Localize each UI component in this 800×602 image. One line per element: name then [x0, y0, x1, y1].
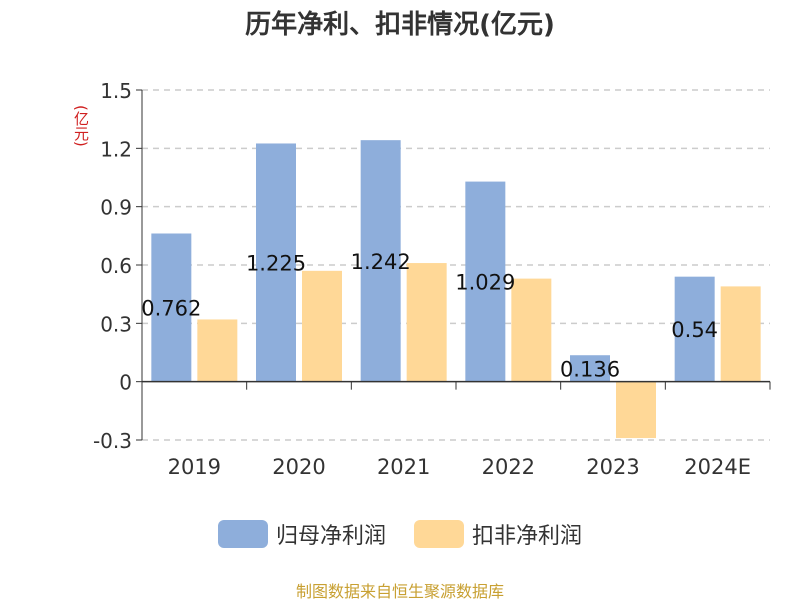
legend-item-series-2[interactable]: 扣非净利润 [414, 518, 582, 550]
bar-2-2020 [302, 270, 342, 382]
y-tick-label: 0.6 [100, 254, 132, 278]
data-label: 0.136 [560, 357, 620, 381]
legend-label-series-1: 归母净利润 [275, 524, 386, 549]
bar-1-2023 [570, 355, 610, 382]
y-tick-label: 1.2 [100, 137, 132, 161]
legend: 归母净利润 扣非净利润 [0, 518, 800, 550]
legend-swatch-series-2 [414, 520, 464, 548]
legend-swatch-series-1 [217, 520, 268, 548]
y-tick-label: 0.9 [100, 196, 132, 220]
bar-2-2024E [720, 286, 761, 382]
bar-1-2021 [360, 140, 401, 382]
bars [151, 140, 761, 439]
bar-2-2023 [616, 381, 656, 439]
bar-2-2019 [197, 319, 238, 382]
data-label: 0.54 [671, 318, 718, 342]
data-label: 0.762 [141, 297, 201, 321]
y-axis-unit-label: (亿元) [72, 105, 90, 147]
bar-1-2020 [256, 143, 296, 382]
x-tick-label: 2021 [377, 455, 430, 479]
y-tick-label: 0.3 [100, 312, 132, 336]
bar-1-2022 [465, 181, 506, 382]
x-tick-label: 2020 [272, 455, 325, 479]
grid-lines [142, 89, 770, 441]
bar-2-2021 [406, 263, 447, 382]
bar-2-2022 [511, 278, 552, 382]
data-labels: 0.762 1.225 1.242 1.029 0.136 0.54 [141, 250, 718, 382]
legend-item-series-1[interactable]: 归母净利润 [217, 518, 386, 550]
axes: 1.5 1.2 0.9 0.6 0.3 0 -0.3 2019 2020 2021 2022 2023… [93, 79, 771, 479]
y-tick-label: -0.3 [93, 429, 132, 453]
data-label: 1.242 [351, 250, 411, 274]
x-tick-label: 2023 [586, 455, 639, 479]
x-tick-label: 2022 [482, 455, 535, 479]
legend-label-series-2: 扣非净利润 [472, 524, 583, 549]
data-label: 1.225 [246, 252, 306, 276]
data-label: 1.029 [455, 271, 515, 295]
chart-title: 历年净利、扣非情况(亿元) [245, 10, 555, 40]
bar-1-2019 [151, 233, 192, 382]
x-tick-label: 2024E [684, 455, 751, 479]
bar-1-2024E [674, 276, 715, 382]
y-tick-label: 1.5 [100, 79, 132, 103]
data-source-note: 制图数据来自恒生聚源数据库 [295, 582, 504, 601]
x-tick-label: 2019 [168, 455, 221, 479]
y-tick-label: 0 [119, 371, 132, 395]
